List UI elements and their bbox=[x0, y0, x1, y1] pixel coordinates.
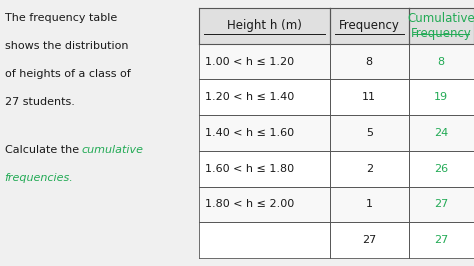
Text: 1.20 < h ≤ 1.40: 1.20 < h ≤ 1.40 bbox=[205, 92, 294, 102]
Text: 5: 5 bbox=[366, 128, 373, 138]
Text: 24: 24 bbox=[434, 128, 448, 138]
Text: 1.60 < h ≤ 1.80: 1.60 < h ≤ 1.80 bbox=[205, 164, 294, 174]
Text: frequencies.: frequencies. bbox=[5, 173, 73, 182]
Text: 1.40 < h ≤ 1.60: 1.40 < h ≤ 1.60 bbox=[205, 128, 294, 138]
Text: 1: 1 bbox=[366, 200, 373, 209]
Text: Frequency: Frequency bbox=[339, 19, 400, 32]
Text: 8: 8 bbox=[438, 57, 445, 66]
Text: cumulative: cumulative bbox=[82, 145, 144, 155]
Text: 26: 26 bbox=[434, 164, 448, 174]
Text: Height h (m): Height h (m) bbox=[227, 19, 302, 32]
Text: 27: 27 bbox=[434, 200, 448, 209]
Text: 1.00 < h ≤ 1.20: 1.00 < h ≤ 1.20 bbox=[205, 57, 294, 66]
Text: 1.80 < h ≤ 2.00: 1.80 < h ≤ 2.00 bbox=[205, 200, 294, 209]
Text: 8: 8 bbox=[366, 57, 373, 66]
Text: of heights of a class of: of heights of a class of bbox=[5, 69, 130, 79]
Text: Calculate the: Calculate the bbox=[5, 145, 82, 155]
Text: 27: 27 bbox=[362, 235, 376, 245]
Text: 27 students.: 27 students. bbox=[5, 97, 74, 107]
Text: shows the distribution: shows the distribution bbox=[5, 41, 128, 51]
Text: 19: 19 bbox=[434, 92, 448, 102]
Text: 2: 2 bbox=[366, 164, 373, 174]
Text: The frequency table: The frequency table bbox=[5, 13, 117, 23]
Text: 27: 27 bbox=[434, 235, 448, 245]
Text: 11: 11 bbox=[362, 92, 376, 102]
Text: Cumulative
Frequency: Cumulative Frequency bbox=[407, 12, 474, 40]
